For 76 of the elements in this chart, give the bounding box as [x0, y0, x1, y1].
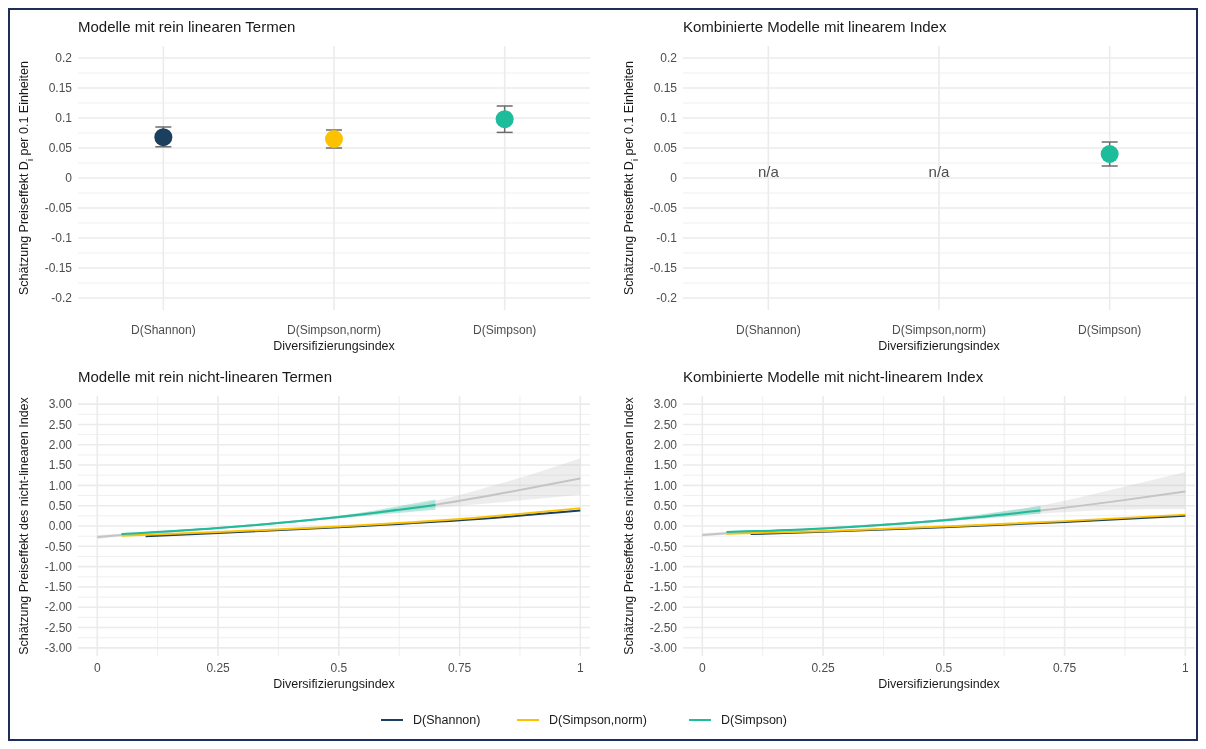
y-tick-label: 0.2	[660, 51, 678, 66]
x-tick-label: 0.5	[330, 661, 348, 675]
y-tick-label: 0.1	[660, 111, 678, 126]
legend-label: D(Simpson,norm)	[549, 713, 647, 728]
y-tick-label: 0.00	[48, 519, 73, 534]
x-tick-label: D(Simpson)	[1077, 323, 1142, 337]
y-tick-label: -2.50	[44, 620, 73, 635]
y-tick-label: 1.50	[653, 458, 678, 473]
y-tick-label: -1.50	[44, 580, 73, 595]
y-tick-label: 1.50	[48, 458, 73, 473]
legend-label: D(Simpson)	[721, 713, 787, 728]
y-tick-label: 0	[670, 171, 678, 186]
y-tick-label: -2.00	[44, 600, 73, 615]
chart-title: Kombinierte Modelle mit nicht-linearem Index	[683, 368, 984, 385]
y-tick-label: 0.15	[653, 81, 678, 96]
x-tick-label: 0	[698, 661, 706, 675]
y-tick-label: 2.00	[48, 437, 73, 452]
y-tick-label: 0.1	[55, 111, 73, 126]
x-tick-label: 0.75	[447, 661, 472, 675]
point	[495, 110, 514, 129]
y-tick-label: -0.1	[51, 231, 73, 246]
y-tick-label: -0.50	[649, 539, 678, 554]
y-tick-label: 0.05	[48, 141, 73, 156]
x-tick-label: 1	[577, 661, 584, 675]
annotation: n/a	[928, 162, 951, 180]
y-tick-label: -2.50	[649, 620, 678, 635]
x-tick-label: 0.25	[811, 661, 836, 675]
y-tick-label: -0.15	[44, 261, 73, 276]
y-tick-label: -1.50	[649, 580, 678, 595]
y-tick-label: 0.15	[48, 81, 73, 96]
y-tick-label: 3.00	[48, 397, 73, 412]
chart-title: Modelle mit rein nicht-linearen Termen	[78, 368, 333, 385]
x-tick-label: 1	[1182, 661, 1189, 675]
y-tick-label: 0.00	[653, 519, 678, 534]
x-axis-title: Diversifizierungsindex	[878, 339, 1001, 353]
x-tick-label: 0.25	[206, 661, 231, 675]
y-tick-label: -0.15	[649, 261, 678, 276]
x-tick-label: D(Simpson,norm)	[286, 323, 382, 337]
y-tick-label: -2.00	[649, 600, 678, 615]
x-tick-label: D(Simpson,norm)	[891, 323, 987, 337]
y-tick-label: 0.50	[48, 498, 73, 513]
x-tick-label: D(Shannon)	[130, 323, 196, 337]
y-tick-label: 2.50	[653, 417, 678, 432]
y-tick-label: -0.05	[44, 201, 73, 216]
y-tick-label: 1.00	[48, 478, 73, 493]
x-tick-label: 0.5	[935, 661, 953, 675]
x-axis-title: Diversifizierungsindex	[273, 677, 396, 691]
y-tick-label: 0.50	[653, 498, 678, 513]
annotation: n/a	[757, 162, 780, 180]
y-axis-title: Schätzung Preiseffekt des nicht-linearen Index	[17, 396, 31, 655]
x-axis-title: Diversifizierungsindex	[273, 339, 396, 353]
y-tick-label: -0.2	[656, 291, 678, 306]
y-tick-label: -0.50	[44, 539, 73, 554]
chart-title: Kombinierte Modelle mit linearem Index	[683, 18, 947, 35]
y-tick-label: 2.50	[48, 417, 73, 432]
x-tick-label: D(Shannon)	[735, 323, 801, 337]
y-tick-label: -3.00	[649, 641, 678, 656]
y-tick-label: -0.2	[51, 291, 73, 306]
y-tick-label: 0	[65, 171, 73, 186]
x-tick-label: 0	[93, 661, 101, 675]
x-axis-title: Diversifizierungsindex	[878, 677, 1001, 691]
legend-label: D(Shannon)	[413, 713, 481, 728]
y-tick-label: 0.05	[653, 141, 678, 156]
y-tick-label: -1.00	[44, 559, 73, 574]
chart-title: Modelle mit rein linearen Termen	[78, 18, 296, 35]
y-axis-title: Schätzung Preiseffekt des nicht-linearen Index	[622, 396, 636, 655]
y-tick-label: 1.00	[653, 478, 678, 493]
x-tick-label: 0.75	[1052, 661, 1077, 675]
y-tick-label: -0.1	[656, 231, 678, 246]
y-tick-label: 3.00	[653, 397, 678, 412]
y-tick-label: -1.00	[649, 559, 678, 574]
y-tick-label: 0.2	[55, 51, 73, 66]
y-tick-label: 2.00	[653, 437, 678, 452]
y-tick-label: -0.05	[649, 201, 678, 216]
y-tick-label: -3.00	[44, 641, 73, 656]
x-tick-label: D(Simpson)	[472, 323, 537, 337]
